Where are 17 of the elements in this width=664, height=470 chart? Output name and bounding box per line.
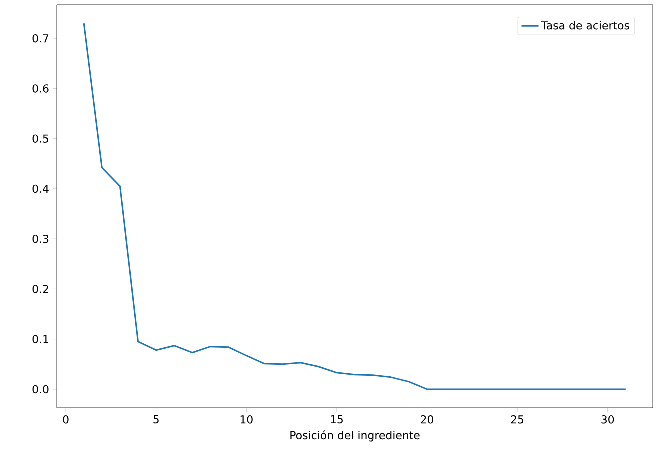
x-tick-label: 20	[421, 416, 434, 424]
y-tick-label: 0.0	[32, 385, 49, 394]
y-tick-label: 0.2	[32, 285, 48, 294]
y-tick-label: 0.1	[32, 335, 48, 344]
y-tick-label: 0.5	[32, 134, 49, 143]
x-tick-label: 10	[240, 416, 253, 424]
legend-label: Tasa de aciertos	[541, 21, 630, 30]
y-tick-label: 0.4	[32, 184, 49, 194]
x-axis-title: Posición del ingrediente	[290, 430, 420, 442]
x-tick-label: 5	[154, 416, 159, 424]
x-tick-label: 0	[63, 416, 69, 424]
y-tick-label: 0.6	[32, 84, 49, 93]
x-tick-label: 25	[511, 416, 524, 424]
x-tick-label: 15	[331, 416, 343, 424]
y-tick-label: 0.7	[32, 34, 49, 43]
y-tick-label: 0.3	[32, 234, 49, 244]
x-tick-label: 30	[602, 416, 614, 424]
